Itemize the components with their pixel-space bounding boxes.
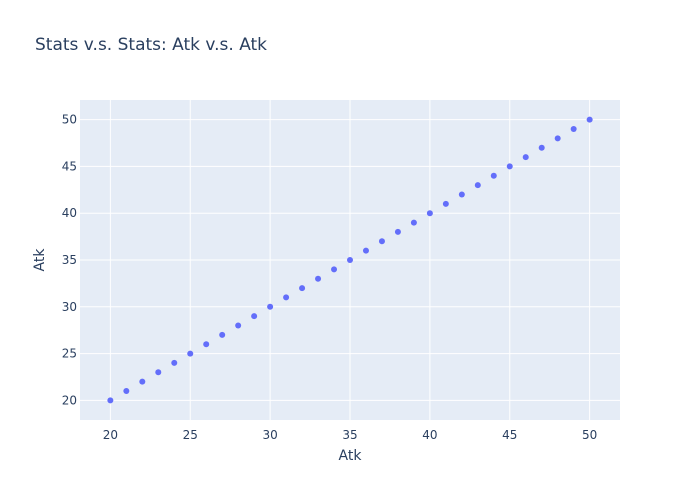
x-axis-title: Atk <box>339 448 363 464</box>
data-point <box>570 126 577 133</box>
y-tick-label: 45 <box>62 159 77 173</box>
data-points <box>107 116 593 404</box>
data-point <box>171 359 178 366</box>
data-point <box>362 247 369 254</box>
data-point <box>474 182 481 189</box>
data-point <box>219 331 226 338</box>
data-point <box>251 313 258 320</box>
y-tick-label: 30 <box>62 300 77 314</box>
data-point <box>426 210 433 217</box>
data-point <box>506 163 513 170</box>
x-tick-labels: 20 25 30 35 40 45 50 <box>103 428 598 442</box>
data-point <box>586 116 593 123</box>
y-tick-label: 35 <box>62 253 77 267</box>
x-tick-label: 30 <box>262 428 277 442</box>
data-point <box>522 154 529 161</box>
data-point <box>394 228 401 235</box>
chart-title: Stats v.s. Stats: Atk v.s. Atk <box>35 35 267 55</box>
x-tick-label: 40 <box>422 428 437 442</box>
x-tick-label: 35 <box>342 428 357 442</box>
x-tick-label: 25 <box>183 428 198 442</box>
y-tick-label: 20 <box>62 393 77 407</box>
data-point <box>187 350 194 357</box>
data-point <box>378 238 385 245</box>
data-point <box>347 257 353 263</box>
y-tick-label: 25 <box>62 347 77 361</box>
y-tick-label: 50 <box>62 113 77 127</box>
data-point <box>267 303 274 310</box>
data-point <box>203 341 210 348</box>
data-point <box>315 275 322 282</box>
data-point <box>490 172 497 179</box>
x-tick-label: 45 <box>502 428 517 442</box>
y-tick-label: 40 <box>62 206 77 220</box>
data-point <box>554 135 561 142</box>
data-point <box>410 219 417 226</box>
data-point <box>123 387 130 394</box>
data-point <box>331 266 338 273</box>
x-tick-label: 50 <box>582 428 597 442</box>
data-point <box>538 144 545 151</box>
data-point <box>139 378 146 385</box>
data-point <box>155 369 162 376</box>
data-point <box>107 397 114 404</box>
data-point <box>299 285 306 292</box>
data-point <box>442 200 449 207</box>
y-axis-title: Atk <box>32 248 48 272</box>
y-tick-labels: 20 25 30 35 40 45 50 <box>62 113 77 408</box>
data-point <box>458 191 465 198</box>
data-point <box>235 322 242 329</box>
x-tick-label: 20 <box>103 428 118 442</box>
data-point <box>283 294 290 301</box>
